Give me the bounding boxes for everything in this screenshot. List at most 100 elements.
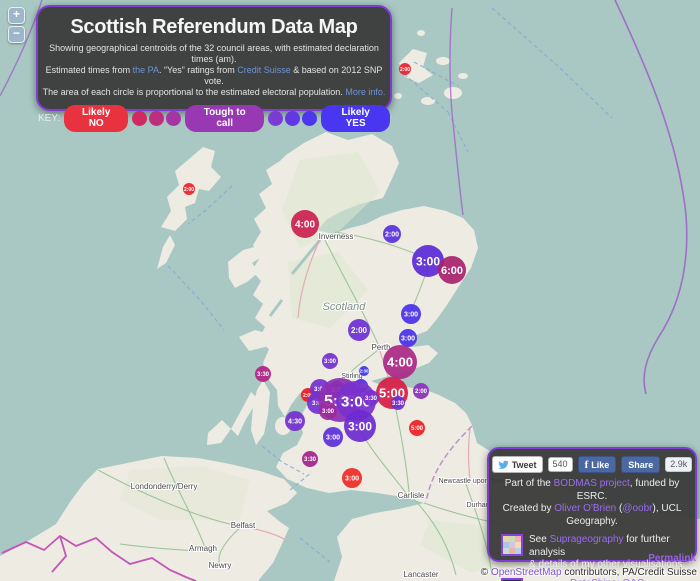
suprageography-thumbnail-icon[interactable] <box>501 534 523 556</box>
council-circle-marker[interactable] <box>342 468 362 488</box>
council-circle[interactable]: 3:00 <box>319 402 337 420</box>
credit-suisse-link[interactable]: Credit Suisse <box>237 65 291 75</box>
land-great-britain <box>252 132 700 581</box>
council-circle-marker[interactable] <box>438 256 466 284</box>
council-circle-marker[interactable] <box>383 345 417 379</box>
council-circle-marker[interactable] <box>183 183 195 195</box>
openstreetmap-link[interactable]: OpenStreetMap <box>490 567 562 578</box>
council-circle-marker[interactable] <box>336 381 376 421</box>
key-likely-yes: Likely YES <box>321 105 390 132</box>
key-gradient-dot <box>302 111 318 126</box>
council-circle[interactable]: 3:00 <box>342 468 362 488</box>
credit-line-2: Created by Oliver O'Brien (@oobr), UCL G… <box>491 503 693 528</box>
council-circle[interactable]: 2:00 <box>399 63 411 75</box>
declaration-time-label: 3:00 <box>348 419 372 433</box>
island-jura <box>231 392 258 436</box>
facebook-share-button[interactable]: Share <box>621 456 661 473</box>
ireland-border <box>51 535 68 573</box>
council-circle-marker[interactable] <box>412 245 444 277</box>
tweet-label: Tweet <box>511 459 537 470</box>
datashine-link[interactable]: DataShine: OAC <box>570 578 644 581</box>
credit-text: ), UCL Geography. <box>566 503 682 527</box>
council-circle-marker[interactable] <box>359 366 369 376</box>
council-circle[interactable]: 4:00 <box>291 210 319 238</box>
datashine-thumbnail-icon[interactable]: ☀ <box>501 577 523 581</box>
bodmas-link[interactable]: BODMAS project <box>553 478 630 489</box>
declaration-time-label: 3:30 <box>365 396 378 402</box>
place-label: Lancaster <box>403 570 438 579</box>
zoom-in-button[interactable]: + <box>8 7 25 24</box>
council-circle[interactable]: 4:00 <box>383 345 417 379</box>
zoom-out-button[interactable]: − <box>8 26 25 43</box>
council-circles: 2:002:004:002:003:006:003:002:003:003:00… <box>183 63 466 488</box>
declaration-time-label: 2:00 <box>351 326 368 335</box>
island-skye <box>228 246 266 288</box>
tweet-button[interactable]: Tweet <box>491 456 543 473</box>
council-circle-marker[interactable] <box>399 63 411 75</box>
council-circle[interactable]: 2:00 <box>348 319 370 341</box>
council-circle-marker[interactable] <box>319 402 337 420</box>
zoom-control: + − <box>8 7 25 43</box>
council-circle[interactable]: 2:30 <box>359 366 369 376</box>
key-gradient-left <box>132 111 182 126</box>
suprageography-link[interactable]: Suprageography <box>549 534 624 545</box>
desc-line-3: The area of each circle is proportional … <box>42 87 346 97</box>
permalink-link[interactable]: Permalink <box>648 553 696 564</box>
council-circle-marker[interactable] <box>413 383 429 399</box>
oobr-twitter-link[interactable]: @oobr <box>622 503 653 514</box>
council-circle[interactable]: 3:00 <box>399 329 417 347</box>
council-circle-marker[interactable] <box>391 396 405 410</box>
island-mull <box>239 330 270 351</box>
council-circle-marker[interactable] <box>399 329 417 347</box>
declaration-time-label: 2:00 <box>400 67 410 73</box>
declaration-time-label: 3:30 <box>392 401 405 407</box>
island-uist <box>157 235 175 269</box>
council-circle[interactable]: 3:30 <box>363 390 379 406</box>
council-circle[interactable]: 2:00 <box>183 183 195 195</box>
desc-line-2: Estimated times from <box>45 65 133 75</box>
desc-line-2b: . “Yes” ratings from <box>159 65 238 75</box>
council-circle[interactable]: 3:30 <box>302 451 318 467</box>
council-circle-marker[interactable] <box>291 210 319 238</box>
council-circle-marker[interactable] <box>344 410 376 442</box>
pa-link[interactable]: the PA <box>132 65 160 75</box>
council-circle-marker[interactable] <box>323 427 343 447</box>
council-circle-marker[interactable] <box>363 390 379 406</box>
declaration-time-label: 3:00 <box>404 312 418 319</box>
council-circle[interactable]: 2:00 <box>413 383 429 399</box>
council-circle[interactable]: 3:00 <box>344 410 376 442</box>
declaration-time-label: 3:00 <box>324 359 337 365</box>
title-panel: Scottish Referendum Data Map Showing geo… <box>36 5 392 132</box>
facebook-like-button[interactable]: f Like <box>577 456 617 473</box>
council-circle-marker[interactable] <box>409 420 425 436</box>
council-circle-marker[interactable] <box>255 366 271 382</box>
place-label: Stirling <box>341 373 363 380</box>
maritime-boundary <box>449 7 464 216</box>
island-orkney <box>458 73 468 79</box>
council-circle-marker[interactable] <box>322 353 338 369</box>
ireland-border <box>1 534 197 581</box>
council-circle[interactable]: 3:30 <box>391 396 405 410</box>
council-circle-marker[interactable] <box>285 411 305 431</box>
council-circle[interactable]: 2:00 <box>383 225 401 243</box>
credit-text: Part of the <box>504 478 554 489</box>
council-circle-marker[interactable] <box>383 225 401 243</box>
more-info-link[interactable]: More info. <box>345 87 386 97</box>
council-circle[interactable]: 3:00 <box>401 304 421 324</box>
council-circle[interactable]: 3:00 <box>322 353 338 369</box>
council-circle-marker[interactable] <box>401 304 421 324</box>
council-circle[interactable]: 3:00 <box>412 245 444 277</box>
council-circle-marker[interactable] <box>302 451 318 467</box>
declaration-time-label: 2:00 <box>184 187 194 193</box>
council-circle[interactable]: 3:30 <box>255 366 271 382</box>
council-circle[interactable]: 5:00 <box>409 420 425 436</box>
declaration-time-label: 5:00 <box>411 426 424 432</box>
oliver-obrien-link[interactable]: Oliver O'Brien <box>554 503 617 514</box>
council-circle[interactable]: 4:30 <box>285 411 305 431</box>
council-circle[interactable]: 3:00 <box>323 427 343 447</box>
facebook-f-icon: f <box>584 458 589 471</box>
council-circle-marker[interactable] <box>348 319 370 341</box>
council-circle[interactable]: 6:00 <box>438 256 466 284</box>
share-count: 2.9k <box>665 457 693 472</box>
